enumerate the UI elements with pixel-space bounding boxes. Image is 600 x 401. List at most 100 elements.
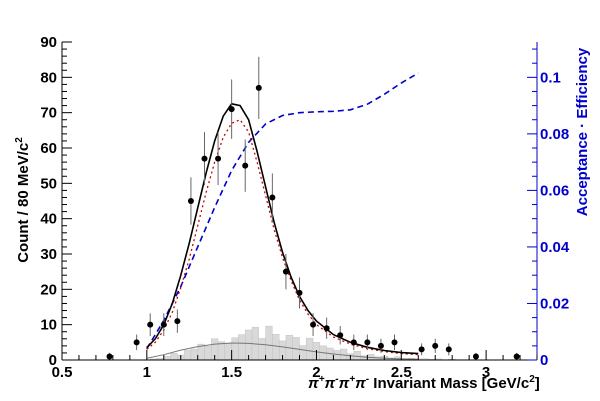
point-marker — [269, 194, 276, 201]
data-point — [242, 139, 249, 192]
data-point — [418, 343, 425, 356]
histogram-bar — [272, 334, 280, 361]
y-left-tick-label: 40 — [40, 211, 57, 228]
point-marker — [391, 339, 398, 346]
y-left-tick-label: 0 — [49, 352, 57, 369]
data-point — [432, 338, 439, 353]
histogram-bar — [170, 353, 178, 361]
data-point — [174, 309, 181, 333]
data-point — [513, 352, 520, 360]
y-left-tick-label: 90 — [40, 34, 57, 51]
point-marker — [174, 318, 181, 325]
data-point — [310, 313, 317, 336]
data-point — [187, 177, 194, 225]
point-marker — [323, 325, 330, 332]
histogram-bar — [333, 350, 341, 361]
x-tick-label: 1 — [143, 364, 151, 381]
data-point — [133, 334, 140, 351]
point-marker — [147, 321, 154, 328]
point-marker — [187, 198, 194, 204]
histogram-bar — [183, 349, 192, 361]
y-axis-right-title: Acceptance · Efficiency — [574, 47, 591, 216]
signal-fit-curve — [146, 118, 419, 356]
x-tick-label: 1.5 — [221, 364, 242, 381]
histogram-bar — [258, 338, 266, 361]
point-marker — [255, 84, 262, 91]
point-marker — [228, 106, 235, 113]
data-point — [364, 334, 371, 351]
axes — [61, 41, 538, 361]
histogram-bar — [265, 325, 273, 361]
point-marker — [160, 321, 167, 328]
data-point — [337, 326, 344, 345]
histogram-bar — [204, 346, 212, 361]
y-left-tick-label: 50 — [40, 175, 57, 192]
data-point — [269, 173, 276, 222]
point-marker — [418, 346, 425, 353]
x-tick-label: 3 — [482, 364, 490, 381]
point-marker — [445, 346, 452, 353]
histogram-bar — [231, 337, 239, 361]
y-right-tick-label: 0.1 — [540, 69, 561, 86]
data-points — [106, 56, 520, 360]
tick-labels: 0.5 1 1.5 2 2.5 3010203040506070809000.020.04… — [40, 34, 570, 381]
data-point — [350, 334, 357, 351]
data-point — [228, 79, 235, 139]
y-right-tick-label: 0.02 — [540, 295, 569, 312]
point-marker — [201, 155, 208, 162]
y-axis-left-title: Count / 80 MeV/c2 — [14, 137, 32, 263]
histogram-bar — [238, 334, 246, 361]
data-point — [296, 277, 303, 309]
y-right-tick-label: 0.06 — [540, 182, 569, 199]
point-marker — [432, 342, 439, 349]
point-marker — [310, 321, 317, 328]
data-point — [106, 352, 113, 360]
data-point — [472, 352, 479, 360]
y-right-tick-label: 0.04 — [540, 239, 570, 256]
data-point — [201, 132, 208, 186]
point-marker — [337, 332, 344, 339]
data-point — [377, 338, 384, 353]
data-point — [391, 334, 398, 351]
point-marker — [364, 339, 371, 346]
point-marker — [513, 353, 520, 360]
y-left-tick-label: 80 — [40, 69, 57, 86]
fit-curves — [146, 72, 419, 360]
data-point — [160, 313, 167, 336]
data-point — [215, 132, 222, 186]
point-marker — [242, 162, 249, 169]
data-point — [445, 343, 452, 356]
point-marker — [106, 353, 113, 360]
histogram-bar — [163, 355, 171, 361]
point-marker — [133, 339, 140, 346]
x-tick-label: 2 — [312, 364, 320, 381]
histogram-bar — [217, 341, 226, 361]
point-marker — [350, 339, 357, 346]
histogram-bar — [190, 348, 198, 361]
y-left-tick-label: 10 — [40, 317, 57, 334]
acceptance-efficiency-curve — [146, 72, 419, 350]
y-right-tick-label: 0 — [540, 352, 548, 369]
histogram-bar — [306, 337, 314, 361]
point-marker — [296, 289, 303, 296]
histogram-bar — [299, 345, 307, 361]
data-point — [323, 317, 330, 339]
point-marker — [215, 155, 222, 162]
point-marker — [282, 268, 289, 275]
y-left-tick-label: 30 — [40, 246, 57, 263]
point-marker — [472, 353, 479, 360]
data-point — [255, 56, 262, 120]
data-point — [147, 313, 154, 336]
total-fit-curve — [146, 102, 419, 355]
histogram-bar — [353, 350, 361, 361]
x-tick-label: 2.5 — [391, 364, 412, 381]
background-fit-curve — [146, 342, 419, 360]
data-point — [282, 254, 289, 290]
y-left-tick-label: 70 — [40, 105, 57, 122]
histogram-bar — [224, 343, 232, 361]
x-tick-label: 0.5 — [52, 364, 73, 381]
y-right-tick-label: 0.08 — [540, 126, 569, 143]
y-left-tick-label: 60 — [40, 140, 57, 157]
y-left-tick-label: 20 — [40, 281, 57, 298]
